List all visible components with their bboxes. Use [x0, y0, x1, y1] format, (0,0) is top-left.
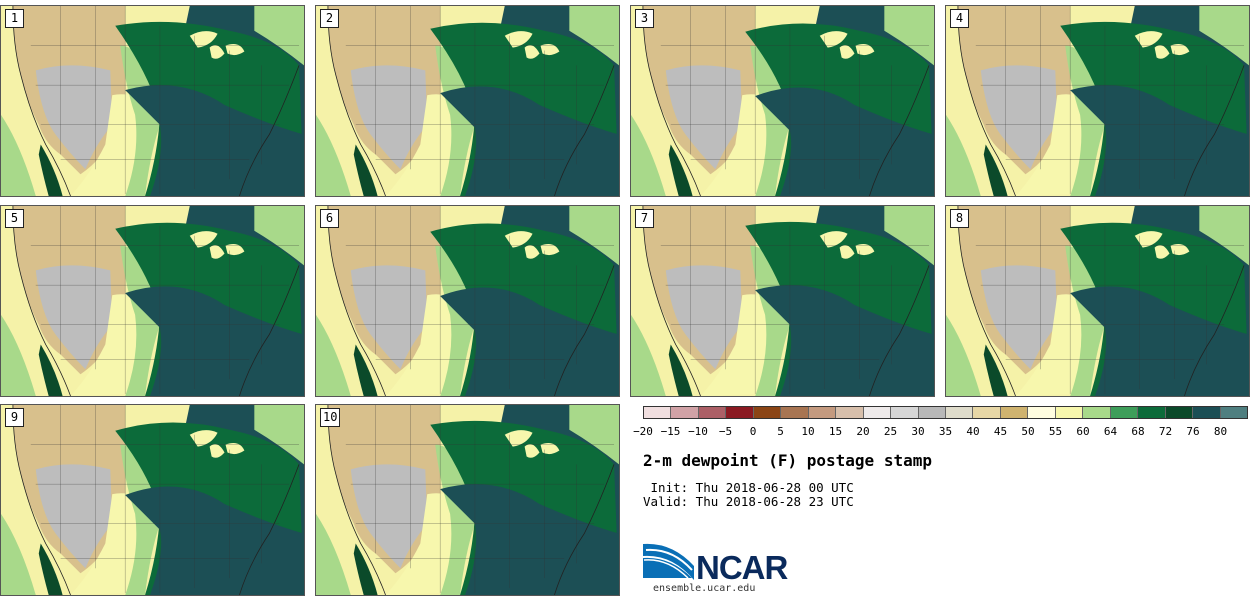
dewpoint-map [1, 6, 304, 196]
member-number-label: 3 [635, 9, 654, 28]
colorbar-swatch [918, 407, 946, 418]
colorbar-swatch [836, 407, 864, 418]
colorbar-tick-label: 68 [1131, 425, 1145, 438]
dewpoint-map [316, 405, 619, 595]
ensemble-member-map-9: 9 [0, 404, 305, 596]
member-number-label: 5 [5, 209, 24, 228]
ensemble-member-map-6: 6 [315, 205, 620, 397]
colorbar-swatch [891, 407, 919, 418]
colorbar-tick-label: −10 [688, 425, 708, 438]
dewpoint-map [1, 405, 304, 595]
colorbar-swatch [671, 407, 699, 418]
colorbar-swatch [1028, 407, 1056, 418]
colorbar-swatch [1110, 407, 1139, 418]
colorbar-tick-label: 60 [1076, 425, 1090, 438]
member-number-label: 6 [320, 209, 339, 228]
ensemble-url: ensemble.ucar.edu [653, 583, 756, 594]
colorbar-swatch [753, 407, 782, 418]
valid-time: Valid: Thu 2018-06-28 23 UTC [643, 494, 854, 509]
colorbar-tick-label: −5 [718, 425, 733, 438]
member-number-label: 8 [950, 209, 969, 228]
colorbar-tick-label: 80 [1213, 425, 1228, 438]
colorbar-tick-label: 5 [777, 425, 784, 438]
colorbar-swatch [973, 407, 1001, 418]
colorbar-swatch [945, 407, 974, 418]
colorbar-tick-label: 25 [883, 425, 898, 438]
colorbar-swatch [726, 407, 754, 418]
chart-title: 2-m dewpoint (F) postage stamp [643, 451, 932, 470]
init-time: Init: Thu 2018-06-28 00 UTC [643, 480, 854, 495]
colorbar-tick-label: 0 [749, 425, 757, 438]
colorbar-swatch [781, 407, 809, 418]
colorbar-swatch [863, 407, 892, 418]
member-number-label: 10 [320, 408, 341, 427]
colorbar-swatch [698, 407, 727, 418]
colorbar-swatch [1083, 407, 1111, 418]
colorbar-tick-label: 76 [1186, 425, 1200, 438]
ensemble-member-map-3: 3 [630, 5, 935, 197]
colorbar-tick-label: 30 [911, 425, 925, 438]
dewpoint-map [631, 206, 934, 396]
colorbar-swatch [1138, 407, 1166, 418]
member-number-label: 7 [635, 209, 654, 228]
colorbar-tick-labels: −20 −15 −10 −5 0 5 10 15 20 25 30 35 40 45 50 55 60 64 68 7… [633, 425, 1248, 439]
colorbar-swatch [1165, 407, 1194, 418]
ensemble-member-map-7: 7 [630, 205, 935, 397]
colorbar-tick-label: 50 [1021, 425, 1035, 438]
dewpoint-map [631, 6, 934, 196]
member-number-label: 1 [5, 9, 24, 28]
colorbar-tick-label: −20 [633, 425, 653, 438]
dewpoint-map [946, 6, 1249, 196]
dewpoint-colorbar [643, 406, 1248, 419]
ensemble-member-map-2: 2 [315, 5, 620, 197]
ensemble-member-map-5: 5 [0, 205, 305, 397]
colorbar-tick-label: 55 [1048, 425, 1063, 438]
colorbar-swatch [644, 407, 672, 418]
colorbar-tick-label: 45 [993, 425, 1008, 438]
ncar-logo-text: NCAR [696, 549, 788, 586]
ncar-logo-icon [643, 543, 694, 580]
colorbar-tick-label: 20 [856, 425, 870, 438]
ensemble-member-map-4: 4 [945, 5, 1250, 197]
dewpoint-map [946, 206, 1249, 396]
ensemble-member-map-10: 10 [315, 404, 620, 596]
colorbar-tick-label: 40 [966, 425, 980, 438]
colorbar-tick-label: 72 [1158, 425, 1173, 438]
colorbar-tick-label: 35 [938, 425, 953, 438]
colorbar-tick-label: 15 [828, 425, 843, 438]
colorbar-swatch [1193, 407, 1221, 418]
member-number-label: 9 [5, 408, 24, 427]
colorbar-tick-label: −15 [660, 425, 681, 438]
colorbar-swatch [1000, 407, 1029, 418]
colorbar-swatch [808, 407, 837, 418]
member-number-label: 2 [320, 9, 339, 28]
ensemble-member-map-8: 8 [945, 205, 1250, 397]
colorbar-tick-label: 64 [1103, 425, 1118, 438]
dewpoint-map [1, 206, 304, 396]
dewpoint-map [316, 206, 619, 396]
colorbar-tick-label: 10 [801, 425, 815, 438]
colorbar-swatch [1055, 407, 1084, 418]
ensemble-member-map-1: 1 [0, 5, 305, 197]
dewpoint-map [316, 6, 619, 196]
colorbar-swatch [1220, 407, 1247, 418]
member-number-label: 4 [950, 9, 969, 28]
